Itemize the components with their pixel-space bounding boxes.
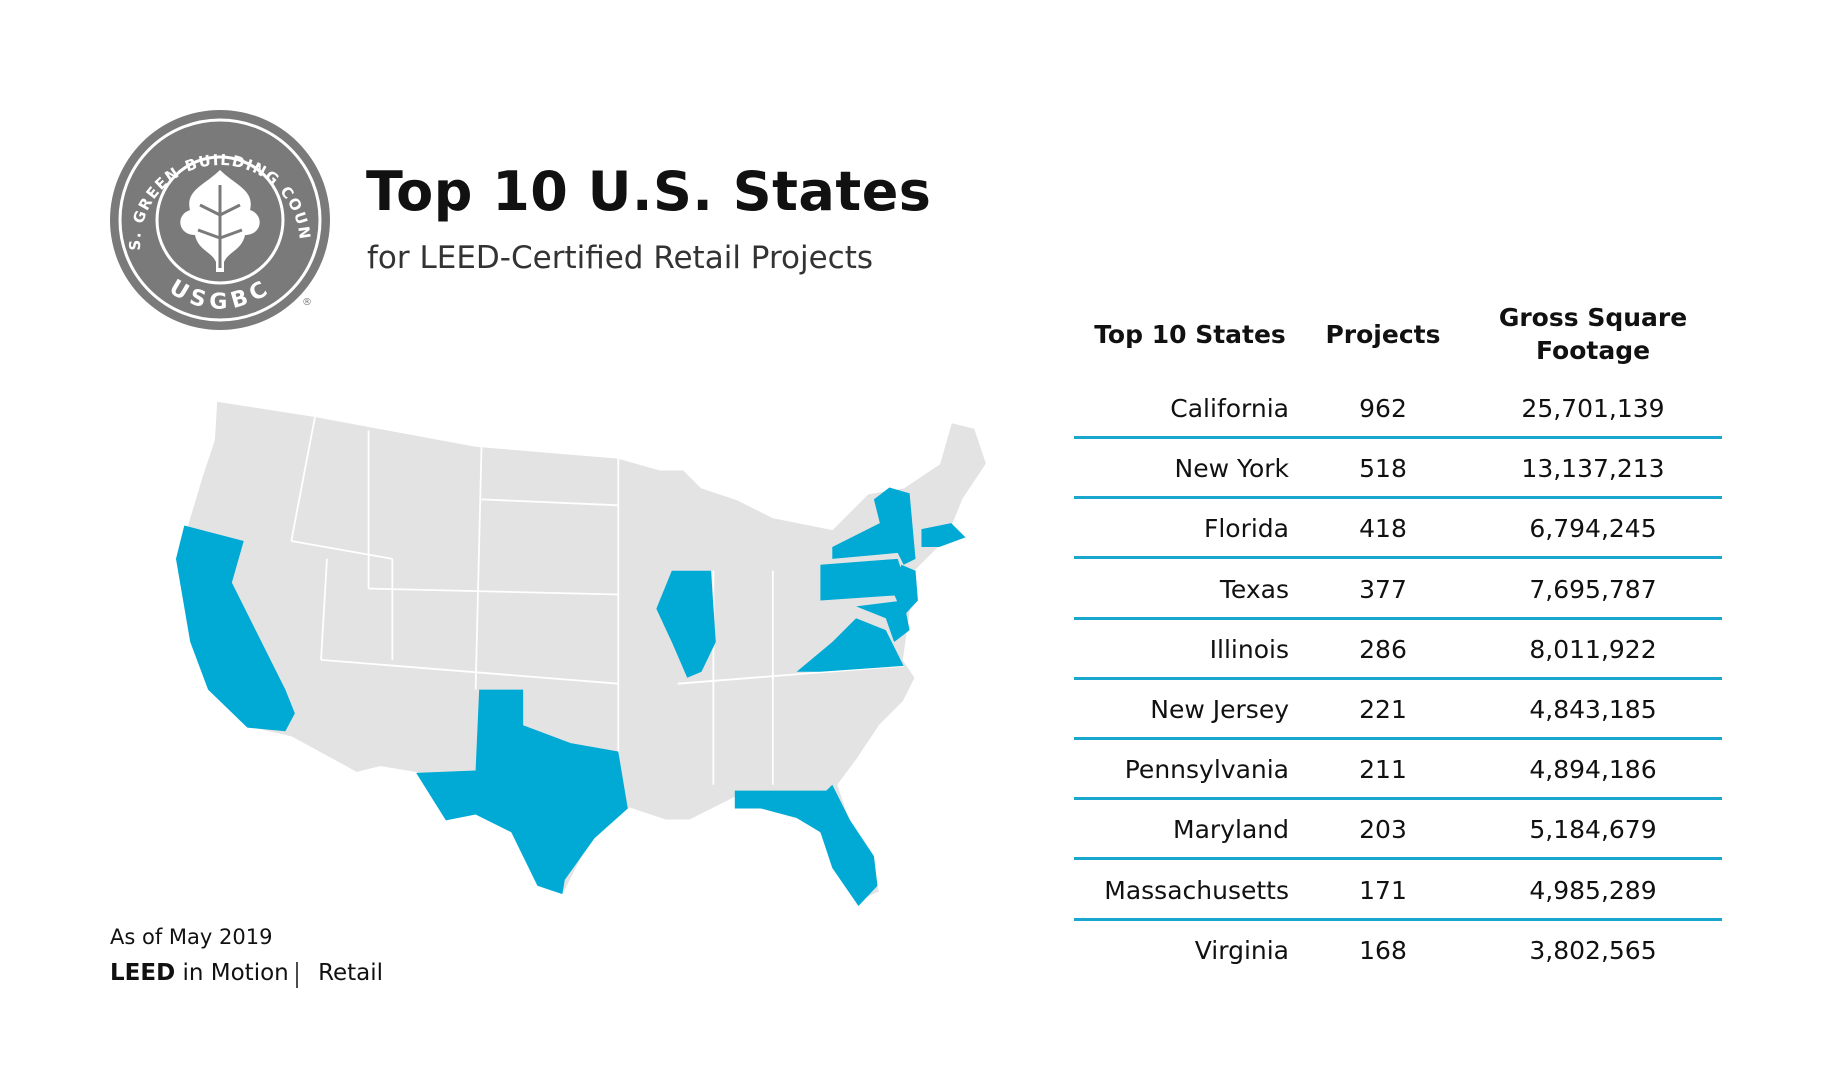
square-footage: 7,695,787: [1529, 574, 1657, 604]
square-footage: 8,011,922: [1529, 634, 1657, 664]
topic: Retail: [318, 960, 384, 986]
column-header: Gross Square Footage: [1498, 303, 1688, 365]
column-header: Projects: [1325, 320, 1441, 349]
state-name: New York: [1174, 454, 1289, 484]
square-footage: 6,794,245: [1529, 514, 1657, 544]
state-name: Pennsylvania: [1124, 755, 1289, 785]
square-footage: 4,843,185: [1529, 695, 1657, 724]
logo: U.S. GREEN BUILDING COUNCIL USGBC ®: [0, 0, 330, 330]
row-divider: [1074, 496, 1722, 500]
project-count: 221: [1359, 695, 1407, 724]
project-count: 286: [1359, 634, 1407, 664]
row-divider: [1074, 676, 1722, 680]
footer-brand-line: LEED in Motion Retail: [110, 960, 383, 986]
state-name: Florida: [1203, 514, 1289, 544]
footnote-date: As of May 2019: [110, 925, 273, 949]
state-name: Massachusetts: [1104, 875, 1289, 905]
square-footage: 25,701,139: [1521, 394, 1665, 423]
project-count: 418: [1359, 514, 1407, 544]
state-name: New Jersey: [1150, 695, 1289, 724]
state-name: Maryland: [1173, 815, 1289, 845]
subtitle: for LEED-Certified Retail Projects: [367, 240, 874, 276]
row-divider: [1074, 616, 1722, 620]
state-name: Illinois: [1209, 634, 1289, 664]
square-footage: 4,894,186: [1529, 755, 1657, 785]
project-count: 211: [1359, 755, 1407, 785]
square-footage: 3,802,565: [1529, 935, 1657, 965]
row-divider: [1074, 556, 1722, 560]
row-divider: [1074, 917, 1722, 921]
project-count: 171: [1359, 875, 1407, 905]
column-header: Top 10 States: [1094, 320, 1286, 349]
series: in Motion: [182, 960, 289, 986]
row-divider: [1074, 737, 1722, 740]
project-count: 168: [1359, 935, 1407, 965]
state-name: Texas: [1219, 574, 1289, 604]
title: Top 10 U.S. States: [366, 160, 932, 223]
square-footage: 4,985,289: [1529, 875, 1657, 905]
us-map: [175, 399, 988, 907]
logo-mark: ®: [302, 297, 312, 308]
project-count: 962: [1359, 394, 1407, 423]
state-name: California: [1170, 394, 1289, 423]
project-count: 203: [1359, 815, 1407, 845]
project-count: 377: [1359, 574, 1407, 604]
brand: LEED: [110, 960, 176, 986]
square-footage: 5,184,679: [1529, 815, 1657, 845]
square-footage: 13,137,213: [1521, 454, 1665, 484]
row-divider: [1074, 436, 1722, 439]
row-divider: [1074, 797, 1722, 801]
row-divider: [1074, 857, 1722, 861]
state-name: Virginia: [1194, 935, 1289, 965]
project-count: 518: [1359, 454, 1407, 484]
